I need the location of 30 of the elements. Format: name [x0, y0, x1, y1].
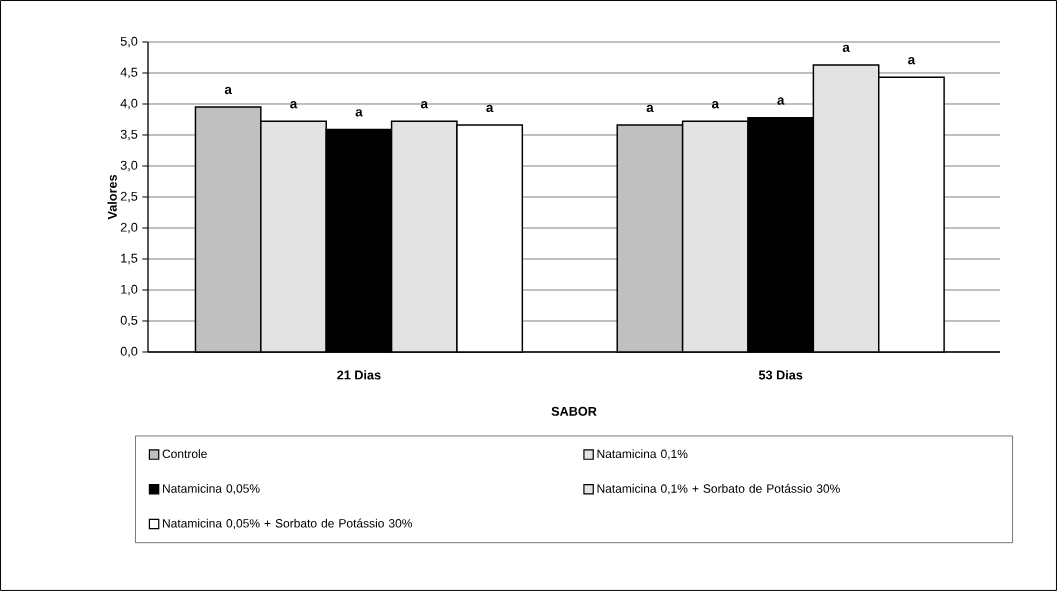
- y-tick-label: 1,0: [121, 284, 138, 296]
- data-label: a: [486, 104, 494, 113]
- y-tick-label: 1,5: [121, 253, 138, 265]
- y-tick-label: 0,0: [120, 346, 138, 358]
- y-tick-label: 3,5: [120, 129, 138, 141]
- legend-label: Natamicina 0,1% + Sorbato de Potássio 30%: [597, 483, 840, 495]
- data-label: a: [646, 104, 654, 113]
- y-axis-title: Valores: [107, 174, 117, 220]
- x-tick-label: 21 Dias: [337, 370, 381, 380]
- y-tick-label: 3,0: [120, 160, 138, 172]
- data-label: a: [908, 57, 916, 65]
- data-label: a: [355, 109, 363, 117]
- y-tick-label: 5,0: [120, 36, 138, 48]
- y-tick-label: 2,0: [120, 222, 138, 234]
- y-tick-label: 4,0: [120, 98, 138, 110]
- y-tick-label: 0,5: [120, 315, 138, 327]
- data-label: a: [224, 86, 232, 95]
- x-tick-label: 53 Dias: [758, 370, 803, 380]
- x-axis-title: SABOR: [551, 406, 597, 416]
- legend-label: Natamicina 0,05%: [162, 483, 260, 495]
- y-tick-label: 2,5: [120, 191, 138, 203]
- legend-label: Controle: [162, 449, 207, 459]
- legend-label: Natamicina 0,1%: [597, 449, 688, 460]
- data-label: a: [290, 101, 298, 109]
- data-label: a: [711, 101, 720, 109]
- data-label: a: [420, 101, 429, 109]
- data-label: a: [842, 44, 850, 52]
- y-tick-label: 4,5: [120, 67, 138, 79]
- data-label: a: [777, 97, 785, 105]
- legend-label: Natamicina 0,05% + Sorbato de Potássio 30%: [162, 518, 413, 529]
